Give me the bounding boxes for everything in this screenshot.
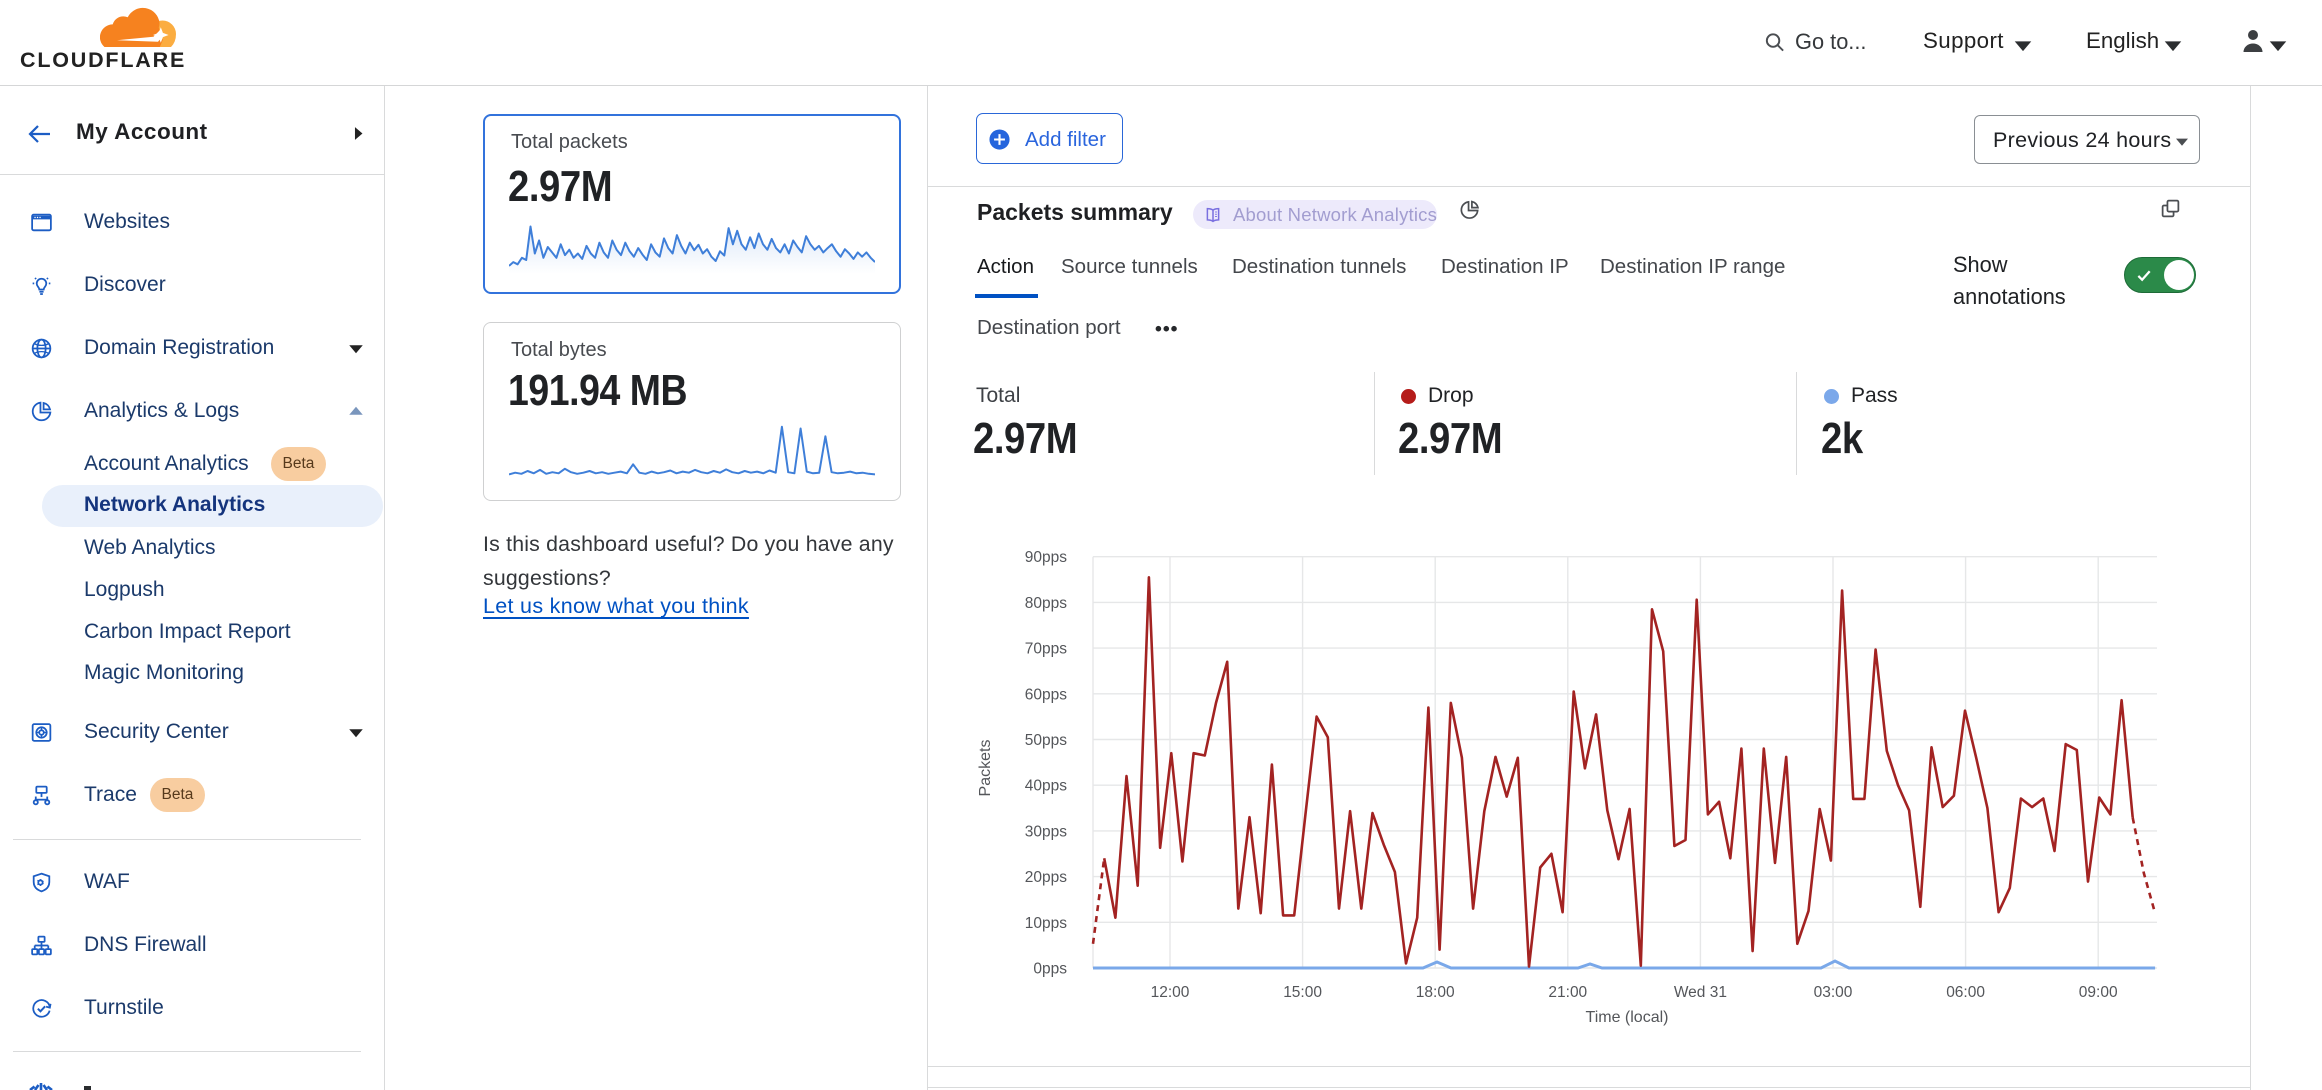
svg-text:60pps: 60pps: [1025, 686, 1067, 703]
svg-text:90pps: 90pps: [1025, 549, 1067, 566]
svg-text:20pps: 20pps: [1025, 869, 1067, 886]
svg-text:70pps: 70pps: [1025, 641, 1067, 658]
svg-text:18:00: 18:00: [1416, 984, 1455, 1001]
svg-text:80pps: 80pps: [1025, 595, 1067, 612]
svg-text:12:00: 12:00: [1151, 984, 1190, 1001]
svg-text:50pps: 50pps: [1025, 732, 1067, 749]
svg-text:30pps: 30pps: [1025, 823, 1067, 840]
svg-text:40pps: 40pps: [1025, 778, 1067, 795]
svg-text:10pps: 10pps: [1025, 915, 1067, 932]
svg-text:0pps: 0pps: [1033, 961, 1067, 978]
svg-text:06:00: 06:00: [1946, 984, 1985, 1001]
svg-text:Time (local): Time (local): [1586, 1009, 1669, 1026]
svg-text:03:00: 03:00: [1814, 984, 1853, 1001]
svg-text:21:00: 21:00: [1548, 984, 1587, 1001]
svg-text:09:00: 09:00: [2079, 984, 2118, 1001]
svg-text:Packets: Packets: [977, 740, 994, 797]
svg-text:15:00: 15:00: [1283, 984, 1322, 1001]
svg-text:Wed 31: Wed 31: [1674, 984, 1727, 1001]
